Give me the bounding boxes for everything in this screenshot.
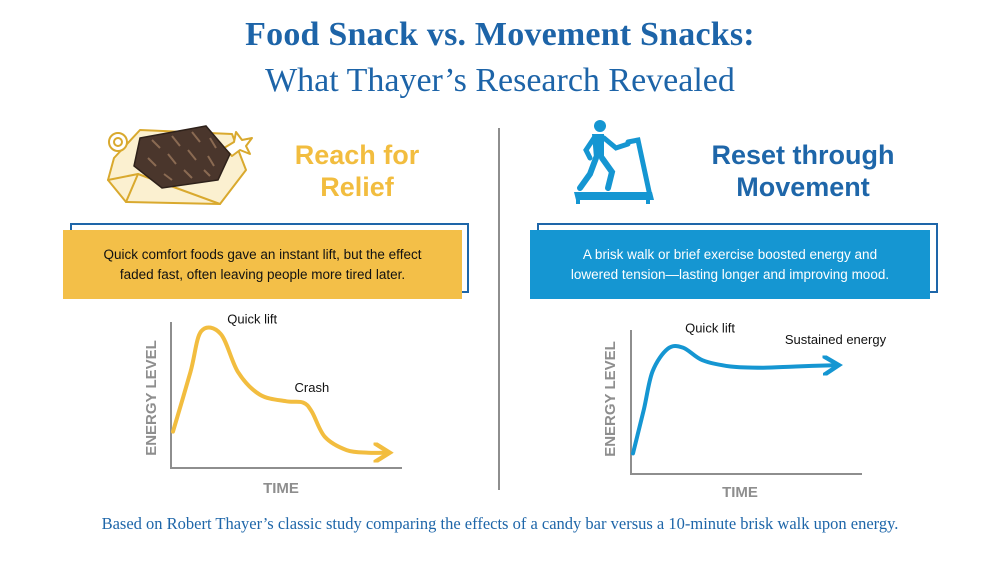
right-heading: Reset through Movement — [668, 139, 938, 203]
right-description-line-1: A brisk walk or brief exercise boosted e… — [582, 246, 878, 262]
title-line-1: Food Snack vs. Movement Snacks: — [245, 16, 755, 53]
movement-chart-xlabel: TIME — [722, 484, 758, 501]
food-annotation-quick-lift: Quick lift — [227, 311, 277, 326]
food-chart-xlabel: TIME — [263, 480, 299, 497]
food-chart: ENERGY LEVEL TIME Quick lift Crash — [143, 311, 402, 497]
treadmill-runner-icon — [574, 120, 654, 204]
left-heading: Reach for Relief — [262, 139, 452, 203]
right-heading-line-2: Movement — [736, 172, 870, 202]
movement-chart-ylabel: ENERGY LEVEL — [602, 341, 619, 457]
right-heading-line-1: Reset through — [711, 140, 895, 170]
food-annotation-crash: Crash — [295, 380, 330, 395]
food-energy-line — [171, 325, 386, 452]
left-description-line-1: Quick comfort foods gave an instant lift… — [103, 246, 422, 262]
movement-annotation-sustained-energy: Sustained energy — [785, 332, 887, 347]
footer-caption: Based on Robert Thayer’s classic study c… — [101, 514, 899, 533]
right-description-line-2: lowered tension—lasting longer and impro… — [570, 266, 890, 282]
movement-energy-line — [631, 343, 835, 456]
movement-chart: ENERGY LEVEL TIME Quick lift Sustained e… — [602, 320, 887, 501]
center-divider — [498, 128, 500, 490]
left-heading-line-2: Relief — [320, 172, 394, 202]
right-description-box: A brisk walk or brief exercise boosted e… — [530, 230, 930, 299]
title-line-2: What Thayer’s Research Revealed — [265, 62, 735, 99]
chocolate-bar-icon — [107, 125, 253, 205]
left-heading-line-1: Reach for — [294, 140, 420, 170]
food-chart-ylabel: ENERGY LEVEL — [143, 340, 160, 456]
left-description-line-2: faded fast, often leaving people more ti… — [119, 266, 406, 282]
movement-annotation-quick-lift: Quick lift — [685, 320, 735, 335]
left-description-box: Quick comfort foods gave an instant lift… — [63, 230, 462, 299]
